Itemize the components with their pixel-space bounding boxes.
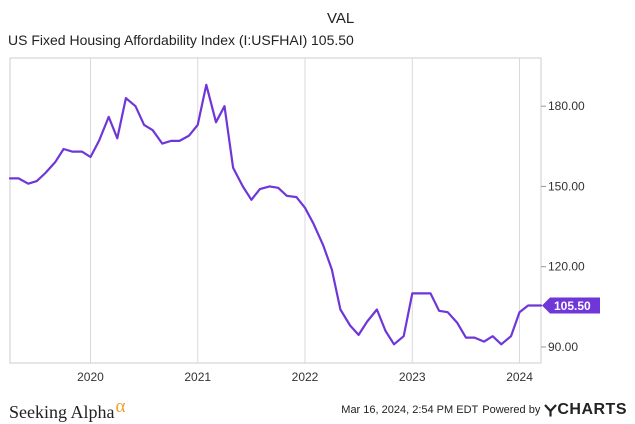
ycharts-logo[interactable]: CHARTS xyxy=(544,401,627,419)
series-line[interactable] xyxy=(8,83,543,346)
x-tick-label: 2021 xyxy=(184,370,211,384)
x-tick-label: 2022 xyxy=(292,370,319,384)
y-tick-label: 120.00 xyxy=(548,260,585,274)
x-tick-label: 2023 xyxy=(399,370,426,384)
footer-timestamp: Mar 16, 2024, 2:54 PM EDT xyxy=(341,404,479,416)
ycharts-y-icon xyxy=(544,403,558,416)
footer-attribution: Mar 16, 2024, 2:54 PM EDT Powered by CHA… xyxy=(341,401,627,419)
last-value-label: 105.50 xyxy=(554,299,591,313)
x-tick-label: 2020 xyxy=(77,370,104,384)
legend-series-value: 105.50 xyxy=(311,32,354,48)
x-tick-label: 2024 xyxy=(506,370,533,384)
alpha-symbol-icon: α xyxy=(115,396,126,417)
ycharts-logo-text: CHARTS xyxy=(557,401,627,418)
seeking-alpha-logo-text: Seeking Alpha xyxy=(9,402,115,422)
y-tick-label: 90.00 xyxy=(548,340,578,354)
seeking-alpha-logo[interactable]: Seeking Alphaα xyxy=(9,396,125,423)
powered-by-text: Powered by xyxy=(482,404,541,416)
y-tick-label: 150.00 xyxy=(548,179,585,193)
last-value-badge xyxy=(542,297,600,314)
legend-series-name[interactable]: US Fixed Housing Affordability Index (I:… xyxy=(8,32,308,48)
plot-area-frame xyxy=(9,57,542,364)
legend-header: VAL xyxy=(327,10,355,27)
y-tick-label: 180.00 xyxy=(548,99,585,113)
